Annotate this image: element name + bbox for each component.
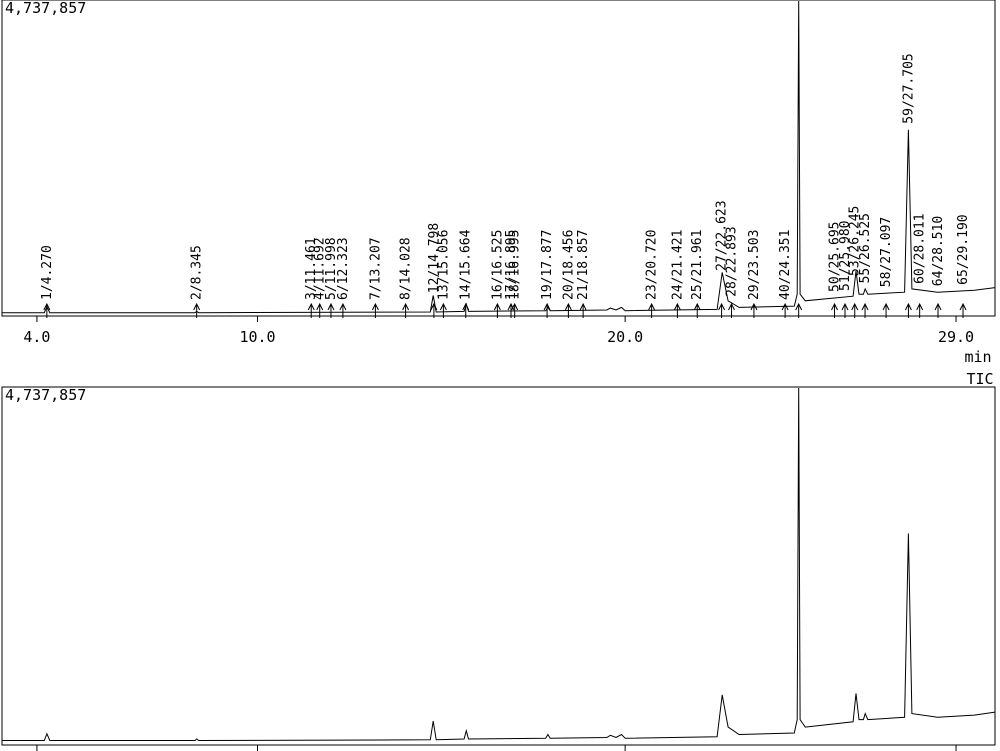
x-axis-label: min — [964, 348, 991, 366]
peak-marker — [402, 302, 410, 318]
peak-marker — [439, 302, 447, 318]
peak-label: 55/26.525 — [858, 213, 873, 283]
peak-marker — [371, 302, 379, 318]
peak-marker — [728, 302, 735, 318]
peak-marker — [851, 302, 859, 318]
peak-marker — [493, 302, 501, 318]
x-tick-label: 20.0 — [607, 328, 643, 346]
peak-marker — [959, 302, 967, 318]
peak-marker — [543, 302, 551, 318]
top-panel — [1, 0, 996, 317]
peak-label: 1/4.270 — [40, 245, 55, 300]
peak-marker — [430, 302, 438, 318]
peak-marker — [579, 302, 587, 318]
peak-marker — [934, 302, 942, 318]
peak-label: 59/27.705 — [901, 53, 916, 123]
peak-marker — [841, 302, 849, 318]
peak-label: 12/14.798 — [427, 223, 442, 293]
peak-marker — [511, 302, 519, 318]
peak-label: 27/22.623 — [715, 200, 730, 270]
peak-marker — [693, 302, 701, 318]
peak-marker — [648, 302, 656, 318]
peak-label: 20/18.456 — [561, 230, 576, 300]
peak-marker — [307, 302, 315, 318]
y-tick-label: 4,737,857 — [5, 386, 86, 404]
peak-marker — [781, 302, 789, 318]
peak-marker — [861, 302, 869, 318]
peak-label: 51/25.980 — [838, 220, 853, 290]
peak-label: 53/26.245 — [848, 206, 863, 276]
peak-marker — [193, 302, 201, 318]
peak-label: 40/24.351 — [778, 230, 793, 300]
peak-marker — [462, 302, 470, 318]
peak-label: 5/11.998 — [324, 237, 339, 300]
trace — [2, 387, 996, 742]
trace-label: TIC — [966, 370, 993, 388]
peak-label: 58/27.097 — [879, 217, 894, 287]
peak-marker — [718, 302, 726, 318]
peak-label: 14/15.664 — [459, 229, 474, 300]
peak-label: 17/16.895 — [504, 230, 519, 300]
peak-marker — [831, 302, 838, 318]
peak-label: 21/18.857 — [576, 230, 591, 300]
peak-marker — [673, 302, 681, 318]
peak-label: 23/20.720 — [645, 230, 660, 300]
x-tick-label: 4.0 — [23, 328, 50, 346]
peak-marker — [327, 302, 335, 318]
peak-marker — [904, 302, 912, 318]
peak-marker — [750, 302, 758, 318]
peak-label: 19/17.877 — [540, 230, 555, 300]
peak-label: 18/16.995 — [508, 230, 523, 300]
peak-label: 29/23.503 — [747, 230, 762, 300]
peak-label: 4/11.692 — [313, 237, 328, 300]
peak-marker — [564, 302, 572, 318]
peak-marker — [316, 302, 324, 318]
peak-label: 8/14.028 — [399, 237, 414, 300]
peak-marker — [43, 302, 51, 318]
peak-label: 50/25.695 — [828, 222, 843, 292]
peak-label: 16/16.525 — [490, 230, 505, 300]
peak-label: 25/21.961 — [690, 230, 705, 300]
x-tick-label: 29.0 — [938, 328, 974, 346]
trace — [2, 0, 996, 314]
peak-label: 6/12.323 — [336, 237, 351, 300]
peak-label: 13/15.056 — [436, 230, 451, 300]
peak-label: 65/29.190 — [956, 214, 971, 284]
peak-marker — [882, 302, 890, 318]
peak-label: 7/13.207 — [368, 237, 383, 300]
x-tick-label: 10.0 — [239, 328, 275, 346]
peak-label: 24/21.421 — [670, 230, 685, 300]
peak-label: 64/28.510 — [931, 216, 946, 286]
peak-label: 3/11.461 — [304, 237, 319, 300]
y-tick-label: 4,737,857 — [5, 0, 86, 17]
peak-label: 60/28.011 — [913, 213, 928, 283]
peak-marker — [339, 302, 347, 318]
peak-label: 2/8.345 — [190, 245, 205, 300]
peak-label: 28/22.893 — [725, 226, 740, 296]
peak-marker — [795, 302, 803, 318]
peak-marker — [916, 302, 924, 318]
bottom-panel — [1, 386, 996, 746]
